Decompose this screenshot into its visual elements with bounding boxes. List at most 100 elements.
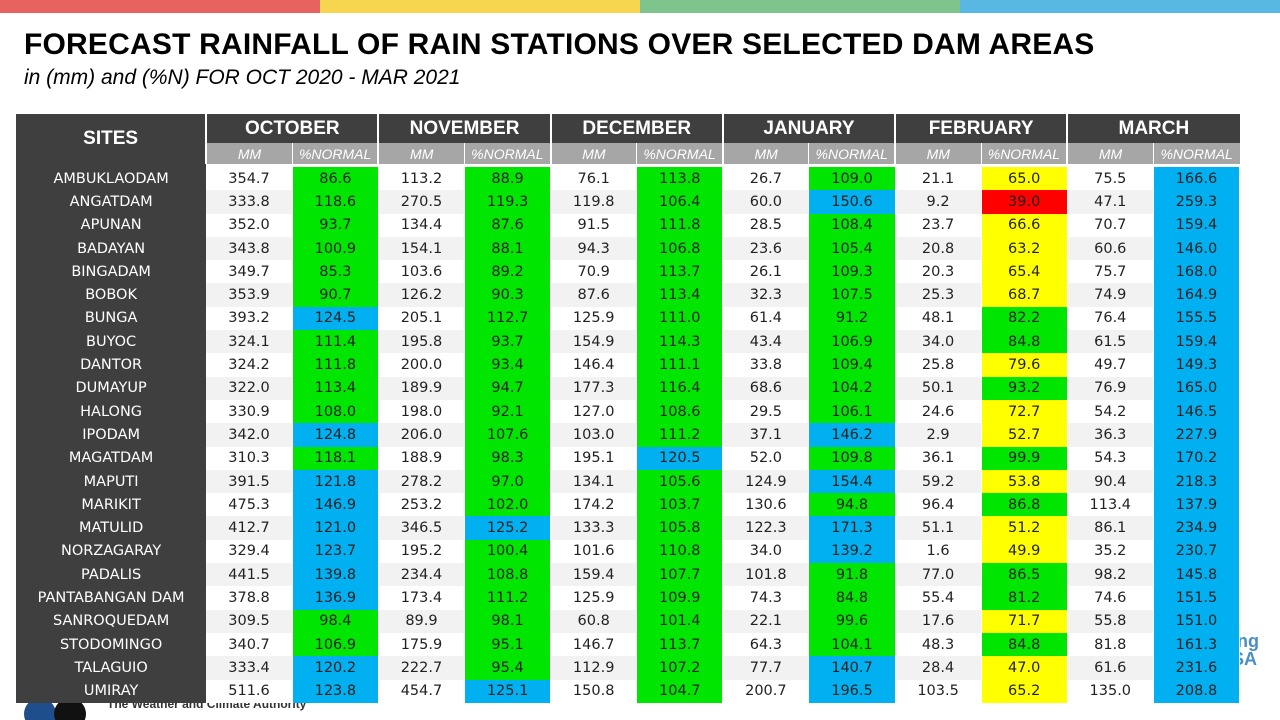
table-row: UMIRAY 511.6 123.8 454.7 125.1 150.8 104.7 200.… [16, 679, 1241, 703]
february-pct-normal-cell: 79.6 [980, 353, 1068, 377]
february-pct-normal-cell: 86.8 [980, 493, 1068, 517]
subheader-pct-normal: %NORMAL [980, 143, 1068, 164]
table-row: MARIKIT 475.3 146.9 253.2 102.0 174.2 103.7 130… [16, 493, 1241, 517]
february-pct-normal-cell: 82.2 [980, 306, 1068, 331]
november-mm-cell: 454.7 [378, 679, 465, 703]
march-mm-cell: 86.1 [1067, 516, 1154, 540]
december-mm-cell: 125.9 [550, 586, 637, 610]
october-mm-cell: 342.0 [206, 423, 293, 447]
october-mm-cell: 349.7 [206, 260, 293, 284]
january-mm-cell: 52.0 [722, 446, 809, 470]
november-mm-cell: 200.0 [378, 353, 465, 377]
month-header-december: DECEMBER [549, 114, 723, 143]
november-mm-cell: 222.7 [378, 656, 465, 680]
subheader-mm: MM [721, 143, 809, 164]
march-pct-normal-cell: 165.0 [1152, 376, 1241, 400]
october-pct-normal-cell: 111.4 [291, 330, 379, 354]
january-mm-cell: 29.5 [722, 399, 809, 424]
december-mm-cell: 154.9 [550, 330, 637, 354]
november-pct-normal-cell: 92.1 [464, 399, 552, 424]
february-pct-normal-cell: 65.2 [980, 679, 1068, 703]
top-color-bar [0, 0, 1280, 13]
december-pct-normal-cell: 106.4 [636, 190, 724, 214]
march-pct-normal-cell: 137.9 [1152, 493, 1241, 517]
january-pct-normal-cell: 84.8 [808, 586, 896, 610]
january-pct-normal-cell: 150.6 [808, 190, 896, 214]
february-mm-cell: 34.0 [895, 330, 982, 354]
january-mm-cell: 23.6 [722, 236, 809, 261]
december-pct-normal-cell: 104.7 [636, 679, 724, 703]
december-pct-normal-cell: 105.6 [636, 469, 724, 494]
site-name-cell: BUNGA [16, 306, 207, 331]
february-pct-normal-cell: 86.5 [980, 563, 1068, 587]
november-mm-cell: 234.4 [378, 563, 465, 587]
january-mm-cell: 101.8 [722, 563, 809, 587]
november-pct-normal-cell: 88.1 [464, 236, 552, 261]
october-mm-cell: 333.8 [206, 190, 293, 214]
december-pct-normal-cell: 111.8 [636, 213, 724, 237]
march-pct-normal-cell: 168.0 [1152, 260, 1241, 284]
january-pct-normal-cell: 106.9 [808, 330, 896, 354]
march-pct-normal-cell: 234.9 [1152, 516, 1241, 540]
site-name-cell: PANTABANGAN DAM [16, 586, 207, 610]
january-pct-normal-cell: 91.2 [808, 306, 896, 331]
october-pct-normal-cell: 100.9 [291, 236, 379, 261]
december-pct-normal-cell: 107.2 [636, 656, 724, 680]
october-pct-normal-cell: 124.5 [291, 306, 379, 331]
january-pct-normal-cell: 108.4 [808, 213, 896, 237]
november-mm-cell: 175.9 [378, 632, 465, 657]
october-mm-cell: 412.7 [206, 516, 293, 540]
november-pct-normal-cell: 98.3 [464, 446, 552, 470]
february-mm-cell: 50.1 [895, 376, 982, 400]
december-mm-cell: 119.8 [550, 190, 637, 214]
site-name-cell: HALONG [16, 399, 207, 424]
gap-cell [16, 164, 207, 167]
march-mm-cell: 74.6 [1067, 586, 1154, 610]
november-pct-normal-cell: 89.2 [464, 260, 552, 284]
october-mm-cell: 340.7 [206, 632, 293, 657]
january-pct-normal-cell: 109.3 [808, 260, 896, 284]
december-pct-normal-cell: 110.8 [636, 539, 724, 564]
month-header-february: FEBRUARY [894, 114, 1068, 143]
february-mm-cell: 51.1 [895, 516, 982, 540]
november-pct-normal-cell: 95.1 [464, 632, 552, 657]
november-pct-normal-cell: 93.7 [464, 330, 552, 354]
october-mm-cell: 329.4 [206, 539, 293, 564]
december-mm-cell: 76.1 [550, 167, 637, 191]
table-row: BUYOC 324.1 111.4 195.8 93.7 154.9 114.3 43.4 10… [16, 330, 1241, 354]
january-mm-cell: 130.6 [722, 493, 809, 517]
site-name-cell: SANROQUEDAM [16, 609, 207, 633]
february-pct-normal-cell: 84.8 [980, 632, 1068, 657]
january-pct-normal-cell: 99.6 [808, 609, 896, 633]
table-row: BINGADAM 349.7 85.3 103.6 89.2 70.9 113.7 26.1 1… [16, 260, 1241, 284]
march-mm-cell: 36.3 [1067, 423, 1154, 447]
february-pct-normal-cell: 53.8 [980, 469, 1068, 494]
february-pct-normal-cell: 65.4 [980, 260, 1068, 284]
site-name-cell: STODOMINGO [16, 632, 207, 657]
november-mm-cell: 278.2 [378, 469, 465, 494]
december-pct-normal-cell: 105.8 [636, 516, 724, 540]
march-pct-normal-cell: 259.3 [1152, 190, 1241, 214]
november-pct-normal-cell: 93.4 [464, 353, 552, 377]
january-pct-normal-cell: 106.1 [808, 399, 896, 424]
march-pct-normal-cell: 164.9 [1152, 283, 1241, 307]
march-pct-normal-cell: 231.6 [1152, 656, 1241, 680]
subheader-pct-normal: %NORMAL [808, 143, 896, 164]
top-bar-segment-red [0, 0, 320, 13]
october-pct-normal-cell: 120.2 [291, 656, 379, 680]
december-mm-cell: 87.6 [550, 283, 637, 307]
october-pct-normal-cell: 86.6 [291, 167, 379, 191]
january-mm-cell: 122.3 [722, 516, 809, 540]
november-mm-cell: 103.6 [378, 260, 465, 284]
november-pct-normal-cell: 112.7 [464, 306, 552, 331]
november-pct-normal-cell: 125.1 [464, 679, 552, 703]
january-mm-cell: 28.5 [722, 213, 809, 237]
february-pct-normal-cell: 52.7 [980, 423, 1068, 447]
top-bar-segment-blue [960, 0, 1280, 13]
october-pct-normal-cell: 98.4 [291, 609, 379, 633]
march-mm-cell: 49.7 [1067, 353, 1154, 377]
february-pct-normal-cell: 47.0 [980, 656, 1068, 680]
january-mm-cell: 64.3 [722, 632, 809, 657]
march-pct-normal-cell: 208.8 [1152, 679, 1241, 703]
site-name-cell: NORZAGARAY [16, 539, 207, 564]
